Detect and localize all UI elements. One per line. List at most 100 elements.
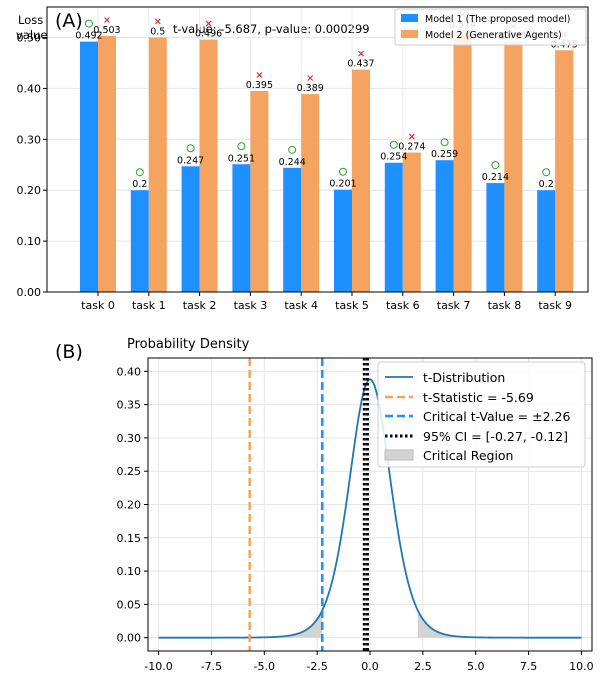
bar-model2 [453,30,472,293]
bar-label-model1: 0.214 [482,172,509,183]
bar-label-model1: 0.254 [380,152,407,163]
bar-model2 [555,50,574,293]
b-ytick-label: 0.00 [117,632,142,645]
b-xtick-label: 7.5 [520,660,538,673]
b-ytick-label: 0.05 [117,598,142,611]
winner-circle-marker [186,144,195,153]
a-ytick-label: 0.20 [17,184,42,197]
panel-b-legend-box [377,361,586,468]
winner-circle-marker [491,161,500,170]
loser-x-marker [256,72,263,78]
bar-model2 [301,94,320,292]
a-ytick-label: 0.40 [17,82,42,95]
b-ytick-label: 0.35 [117,399,142,412]
critical-region-right [417,610,582,638]
b-xtick-label: 0.0 [361,660,379,673]
winner-circle-marker [542,168,551,177]
panel-a-frame [46,6,589,293]
legend-swatch-region [384,449,414,461]
a-xtick-label: task 3 [234,299,268,312]
a-xtick-label: task 2 [183,299,217,312]
critical-region-left [158,610,323,638]
bar-model2 [352,69,370,293]
winner-circle-marker [135,168,144,177]
panel-b-y-ticks: 0.00 0.05 0.10 0.15 0.20 0.25 0.30 0.35 0.40 [117,365,148,645]
panel-a: (A) Loss value t-value: -5.687, p-value:… [16,6,589,312]
b-xtick-label: -10.0 [144,660,172,673]
bar-label-model2: 0.389 [297,83,324,94]
bar-label-model2: 0.503 [93,25,120,36]
panel-a-title: t-value: -5.687, p-value: 0.000299 [173,22,370,36]
b-xtick-label: 10.0 [569,660,594,673]
loser-x-marker [154,18,161,25]
bar-model1 [384,162,403,292]
a-xtick-label: task 5 [335,299,369,312]
panel-b-x-ticks: -10.0 -7.5 -5.0 -2.5 0.0 2.5 5.0 7.5 10.0 [144,651,594,673]
bar-label-model2: 0.5 [150,27,165,38]
panel-a-bars [80,30,574,293]
bar-model1 [130,190,149,292]
b-ytick-label: 0.15 [117,532,142,545]
bar-label-model1: 0.259 [431,149,458,160]
b-ytick-label: 0.25 [117,465,142,478]
a-xtick-label: task 8 [488,299,522,312]
bar-model1 [283,167,302,292]
loser-x-marker [205,20,212,27]
legend-label-critical: Critical t-Value = ±2.26 [423,409,570,424]
b-ytick-label: 0.30 [117,432,142,445]
a-ytick-label: 0.00 [17,286,42,299]
bar-model2 [250,90,269,293]
a-xtick-label: task 4 [284,299,318,312]
bar-model2 [199,39,218,293]
bar-label-model1: 0.492 [75,31,102,42]
b-ytick-label: 0.40 [117,365,142,378]
b-xtick-label: -2.5 [306,660,327,673]
loser-x-marker [104,17,110,23]
panel-b-critical-regions [158,610,582,638]
a-ytick-label: 0.10 [17,235,42,248]
bar-model1 [334,189,352,292]
bar-model1 [486,183,505,292]
winner-circle-marker [389,140,398,149]
panel-b-ylabel: Probability Density [127,337,250,352]
b-ytick-label: 0.10 [117,565,142,578]
bar-label-model1: 0.2 [132,179,147,190]
b-xtick-label: 2.5 [414,660,432,673]
bar-label-model2: 0.395 [246,80,273,91]
bar-model1 [232,164,251,292]
b-xtick-label: -5.0 [254,660,275,673]
bar-label-model1: 0.201 [329,179,356,190]
panel-a-legend: Model 1 (The proposed model) Model 2 (Ge… [394,8,587,46]
winner-circle-marker [440,138,449,147]
bar-label-model1: 0.244 [279,157,306,168]
bar-label-model1: 0.247 [177,155,204,166]
a-xtick-label: task 1 [132,299,166,312]
a-xtick-label: task 9 [538,299,572,312]
bar-label-model2: 0.274 [398,142,425,153]
panel-b-letter: (B) [55,341,83,363]
a-xtick-label: task 7 [437,299,471,312]
loser-x-marker [358,50,364,57]
bar-model1 [80,41,98,292]
b-ytick-label: 0.20 [117,499,142,512]
a-ytick-label: 0.50 [17,32,42,45]
b-xtick-label: 5.0 [467,660,485,673]
bar-model1 [537,190,556,292]
legend-label-tstat: t-Statistic = -5.69 [423,390,534,405]
legend-swatch-model2 [401,30,418,38]
bar-label-model1: 0.251 [228,153,255,164]
panel-a-ylabel-line2: value [16,28,47,42]
panel-b-legend: t-Distribution t-Statistic = -5.69 Criti… [377,361,586,468]
loser-x-marker [408,133,415,140]
bar-model2 [98,36,116,293]
panel-b: (B) Probability Density 0.00 0.05 0.10 0.15… [55,337,594,673]
winner-circle-marker [85,19,93,28]
winner-circle-marker [288,145,297,154]
b-xtick-label: -7.5 [201,660,222,673]
bar-label-model1: 0.2 [539,179,554,190]
panel-a-y-ticks: 0.00 0.10 0.20 0.30 0.40 0.50 [17,32,47,299]
legend-swatch-model1 [401,14,418,22]
t-distribution-curve [158,378,582,639]
